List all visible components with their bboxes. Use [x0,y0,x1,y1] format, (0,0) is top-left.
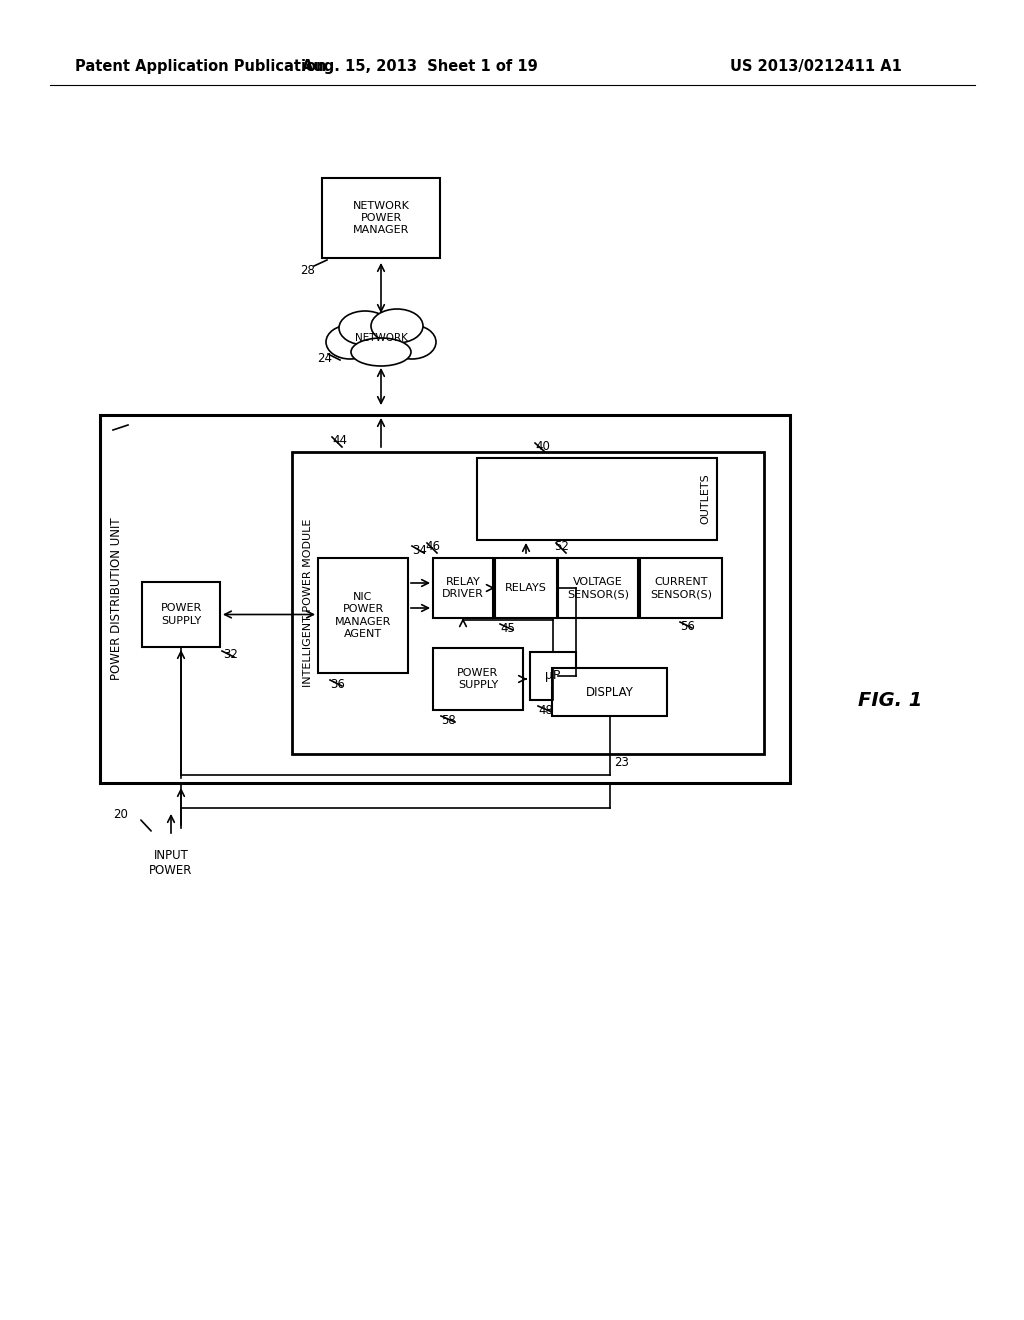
Text: POWER DISTRIBUTION UNIT: POWER DISTRIBUTION UNIT [110,517,123,680]
Text: RELAYS: RELAYS [505,583,547,593]
Text: 45: 45 [500,622,515,635]
Ellipse shape [339,312,391,345]
Text: POWER
SUPPLY: POWER SUPPLY [161,603,202,626]
Bar [495,558,557,618]
Bar [477,458,717,540]
Bar [142,582,220,647]
Text: NETWORK: NETWORK [354,333,408,343]
Text: RELAY
DRIVER: RELAY DRIVER [442,577,484,599]
Bar [292,451,764,754]
Ellipse shape [371,309,423,343]
Text: 20: 20 [114,808,128,821]
Text: μP: μP [546,669,561,682]
Text: INTELLIGENT POWER MODULE: INTELLIGENT POWER MODULE [303,519,313,688]
Bar [433,558,493,618]
Text: 32: 32 [223,648,238,661]
Text: OUTLETS: OUTLETS [700,474,710,524]
Text: 36: 36 [330,678,345,692]
Bar [558,558,638,618]
Text: NIC
POWER
MANAGER
AGENT: NIC POWER MANAGER AGENT [335,591,391,639]
Text: 48: 48 [538,704,553,717]
Text: FIG. 1: FIG. 1 [858,690,923,710]
Text: NETWORK
POWER
MANAGER: NETWORK POWER MANAGER [352,201,410,235]
Text: 40: 40 [535,440,550,453]
Bar [530,652,575,700]
Text: POWER
SUPPLY: POWER SUPPLY [458,668,499,690]
Text: DISPLAY: DISPLAY [586,685,634,698]
Text: 46: 46 [425,540,440,553]
Text: 58: 58 [441,714,456,726]
Bar [640,558,722,618]
Text: 34: 34 [412,544,427,557]
Bar [433,648,523,710]
Text: 52: 52 [554,540,569,553]
Text: 44: 44 [332,433,347,446]
Text: 28: 28 [300,264,314,276]
Text: INPUT
POWER: INPUT POWER [150,849,193,876]
Text: 56: 56 [680,619,695,632]
Text: VOLTAGE
SENSOR(S): VOLTAGE SENSOR(S) [567,577,629,599]
Ellipse shape [388,325,436,359]
Text: 23: 23 [614,756,630,770]
Text: CURRENT
SENSOR(S): CURRENT SENSOR(S) [650,577,712,599]
Text: Aug. 15, 2013  Sheet 1 of 19: Aug. 15, 2013 Sheet 1 of 19 [302,59,538,74]
Ellipse shape [351,338,411,366]
Text: US 2013/0212411 A1: US 2013/0212411 A1 [730,59,902,74]
Bar [552,668,667,715]
Ellipse shape [326,325,374,359]
Text: 24: 24 [317,351,332,364]
Bar [100,414,790,783]
Bar [322,178,440,257]
Bar [318,558,408,673]
Ellipse shape [343,315,419,360]
Text: Patent Application Publication: Patent Application Publication [75,59,327,74]
